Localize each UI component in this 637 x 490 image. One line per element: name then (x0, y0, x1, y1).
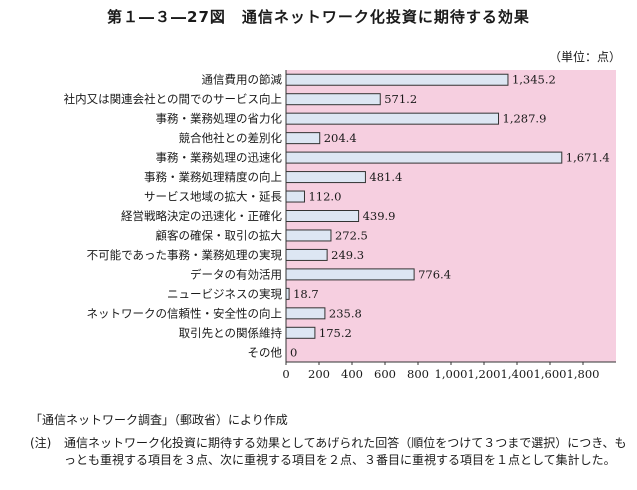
x-tick-label: 1,400 (501, 367, 534, 381)
footnote-body: 通信ネットワーク化投資に期待する効果としてあげられた回答（順位をつけて３つまで選… (64, 436, 627, 467)
unit-label: （単位：点） (548, 50, 621, 64)
bar (285, 307, 326, 320)
category-label: 経営戦略決定の迅速化・正確化 (121, 209, 282, 223)
category-label: データの有効活用 (190, 267, 282, 281)
category-label: 不可能であった事務・業務処理の実現 (87, 248, 283, 262)
category-label: 社内又は関連会社との間でのサービス向上 (64, 92, 282, 106)
x-tick-label: 1,800 (567, 367, 600, 381)
bar (285, 190, 305, 203)
category-label: 事務・業務処理の迅速化 (156, 151, 283, 165)
value-label: 175.2 (319, 326, 352, 340)
category-label: その他 (248, 345, 283, 359)
x-tick-label: 1,200 (468, 367, 501, 381)
value-label: 112.0 (308, 190, 341, 204)
bar (285, 132, 321, 145)
bar (285, 248, 328, 261)
value-label: 481.4 (369, 170, 402, 184)
bar (285, 326, 316, 339)
value-label: 0 (290, 345, 297, 359)
x-tick-label: 1,000 (435, 367, 468, 381)
bar (285, 229, 332, 242)
x-tick-label: 600 (374, 367, 396, 381)
x-tick-label: 200 (308, 367, 330, 381)
value-label: 18.7 (293, 287, 319, 301)
category-label: 通信費用の節減 (202, 73, 283, 87)
chart-title: 第１―３―27図 通信ネットワーク化投資に期待する効果 (107, 8, 530, 26)
bar (285, 171, 366, 184)
category-label: 競合他社との差別化 (179, 131, 283, 145)
bar-chart: 通信費用の節減 1,345.2 社内又は関連会社との間でのサービス向上 571.2 事務… (64, 70, 616, 381)
footnote: (注) 通信ネットワーク化投資に期待する効果としてあげられた回答（順位をつけて３… (30, 435, 630, 469)
bar (285, 210, 360, 222)
bar (285, 93, 381, 106)
category-label: 事務・業務処理精度の向上 (144, 170, 282, 184)
value-label: 1,287.9 (503, 112, 547, 126)
source-note: 「通信ネットワーク調査」（郵政省）により作成 (30, 413, 288, 427)
x-tick-label: 800 (407, 367, 429, 381)
value-label: 272.5 (335, 228, 368, 242)
x-tick-label: 400 (341, 367, 363, 381)
category-label: 取引先との関係維持 (179, 326, 283, 340)
value-label: 1,671.4 (566, 151, 610, 165)
value-label: 776.4 (418, 267, 451, 281)
category-label: ニュービジネスの実現 (167, 287, 282, 301)
category-label: 顧客の確保・取引の拡大 (156, 228, 283, 242)
value-label: 249.3 (331, 248, 364, 262)
value-label: 439.9 (363, 209, 396, 223)
value-label: 204.4 (324, 131, 357, 145)
footnote-prefix: (注) (30, 436, 52, 450)
category-label: 事務・業務処理の省力化 (156, 112, 283, 126)
bar (285, 73, 509, 86)
value-label: 235.8 (329, 306, 362, 320)
bar (285, 151, 563, 164)
category-label: サービス地域の拡大・延長 (144, 190, 282, 204)
value-label: 1,345.2 (512, 73, 556, 87)
bar (285, 268, 415, 281)
category-label: ネットワークの信頼性・安全性の向上 (87, 306, 283, 320)
x-tick-label: 1,600 (534, 367, 567, 381)
bar (285, 112, 500, 125)
x-tick-label: 0 (282, 367, 289, 381)
value-label: 571.2 (384, 92, 417, 106)
